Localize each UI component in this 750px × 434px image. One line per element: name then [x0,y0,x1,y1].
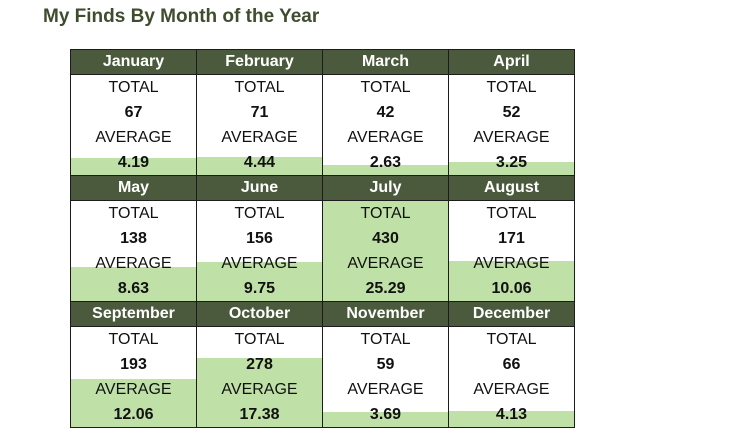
average-bar-fill [449,162,574,175]
total-value: 71 [250,104,269,121]
month-header: May [70,175,197,201]
average-value: 12.06 [113,406,154,423]
month-cell: TOTAL 71 AVERAGE 4.44 [196,74,323,176]
total-label: TOTAL [486,79,537,96]
average-value: 4.19 [117,154,150,171]
month-cell: TOTAL 430 AVERAGE 25.29 [322,200,449,302]
average-value: 2.63 [369,154,402,171]
total-value: 193 [120,356,147,373]
month-header: January [70,49,197,75]
month-header: August [448,175,575,201]
total-value: 138 [120,230,147,247]
total-label: TOTAL [108,331,159,348]
average-bar-fill [197,262,322,301]
total-label: TOTAL [360,79,411,96]
average-bar-fill [197,157,322,175]
month-cell: TOTAL 156 AVERAGE 9.75 [196,200,323,302]
month-cell: TOTAL 193 AVERAGE 12.06 [70,326,197,428]
average-value: 17.38 [239,406,280,423]
month-header: September [70,301,197,327]
total-value: 430 [372,230,399,247]
total-value: 66 [502,356,521,373]
average-value: 4.13 [495,406,528,423]
average-value: 25.29 [365,280,406,297]
average-label: AVERAGE [347,129,424,146]
average-label: AVERAGE [347,255,424,272]
month-cell: TOTAL 138 AVERAGE 8.63 [70,200,197,302]
average-bar-fill [449,261,574,301]
month-header: July [322,175,449,201]
month-cell: TOTAL 171 AVERAGE 10.06 [448,200,575,302]
month-cell: TOTAL 66 AVERAGE 4.13 [448,326,575,428]
average-bar-fill [323,164,448,175]
average-value: 10.06 [491,280,532,297]
total-value: 278 [246,356,273,373]
total-value: 67 [124,104,143,121]
total-label: TOTAL [234,79,285,96]
month-header: June [196,175,323,201]
total-label: TOTAL [234,331,285,348]
total-label: TOTAL [360,331,411,348]
page-title: My Finds By Month of the Year [43,6,320,27]
month-finds-grid: January February March April TOTAL 67 AV… [70,49,575,428]
average-label: AVERAGE [473,129,550,146]
average-bar-fill [323,412,448,427]
month-cell: TOTAL 59 AVERAGE 3.69 [322,326,449,428]
average-bar-fill [71,379,196,427]
average-label: AVERAGE [473,255,550,272]
month-header: November [322,301,449,327]
total-value: 59 [376,356,395,373]
average-value: 8.63 [117,280,150,297]
month-cell: TOTAL 278 AVERAGE 17.38 [196,326,323,428]
average-bar-fill [197,358,322,427]
average-bar-fill [71,158,196,175]
average-label: AVERAGE [221,129,298,146]
average-bar-fill [449,410,574,427]
total-label: TOTAL [360,205,411,222]
total-value: 156 [246,230,273,247]
average-label: AVERAGE [95,255,172,272]
month-header: December [448,301,575,327]
total-value: 42 [376,104,395,121]
average-label: AVERAGE [221,381,298,398]
total-label: TOTAL [108,205,159,222]
total-label: TOTAL [486,205,537,222]
total-label: TOTAL [486,331,537,348]
average-bar-fill [71,266,196,301]
total-label: TOTAL [108,79,159,96]
average-value: 3.25 [495,154,528,171]
total-value: 52 [502,104,521,121]
average-bar-fill [323,201,448,301]
month-cell: TOTAL 42 AVERAGE 2.63 [322,74,449,176]
average-value: 4.44 [243,154,276,171]
month-header: March [322,49,449,75]
month-cell: TOTAL 52 AVERAGE 3.25 [448,74,575,176]
month-header: April [448,49,575,75]
average-value: 9.75 [243,280,276,297]
month-cell: TOTAL 67 AVERAGE 4.19 [70,74,197,176]
average-label: AVERAGE [221,255,298,272]
average-label: AVERAGE [473,381,550,398]
average-label: AVERAGE [95,381,172,398]
month-header: February [196,49,323,75]
average-label: AVERAGE [95,129,172,146]
average-value: 3.69 [369,406,402,423]
average-label: AVERAGE [347,381,424,398]
total-value: 171 [498,230,525,247]
month-header: October [196,301,323,327]
total-label: TOTAL [234,205,285,222]
